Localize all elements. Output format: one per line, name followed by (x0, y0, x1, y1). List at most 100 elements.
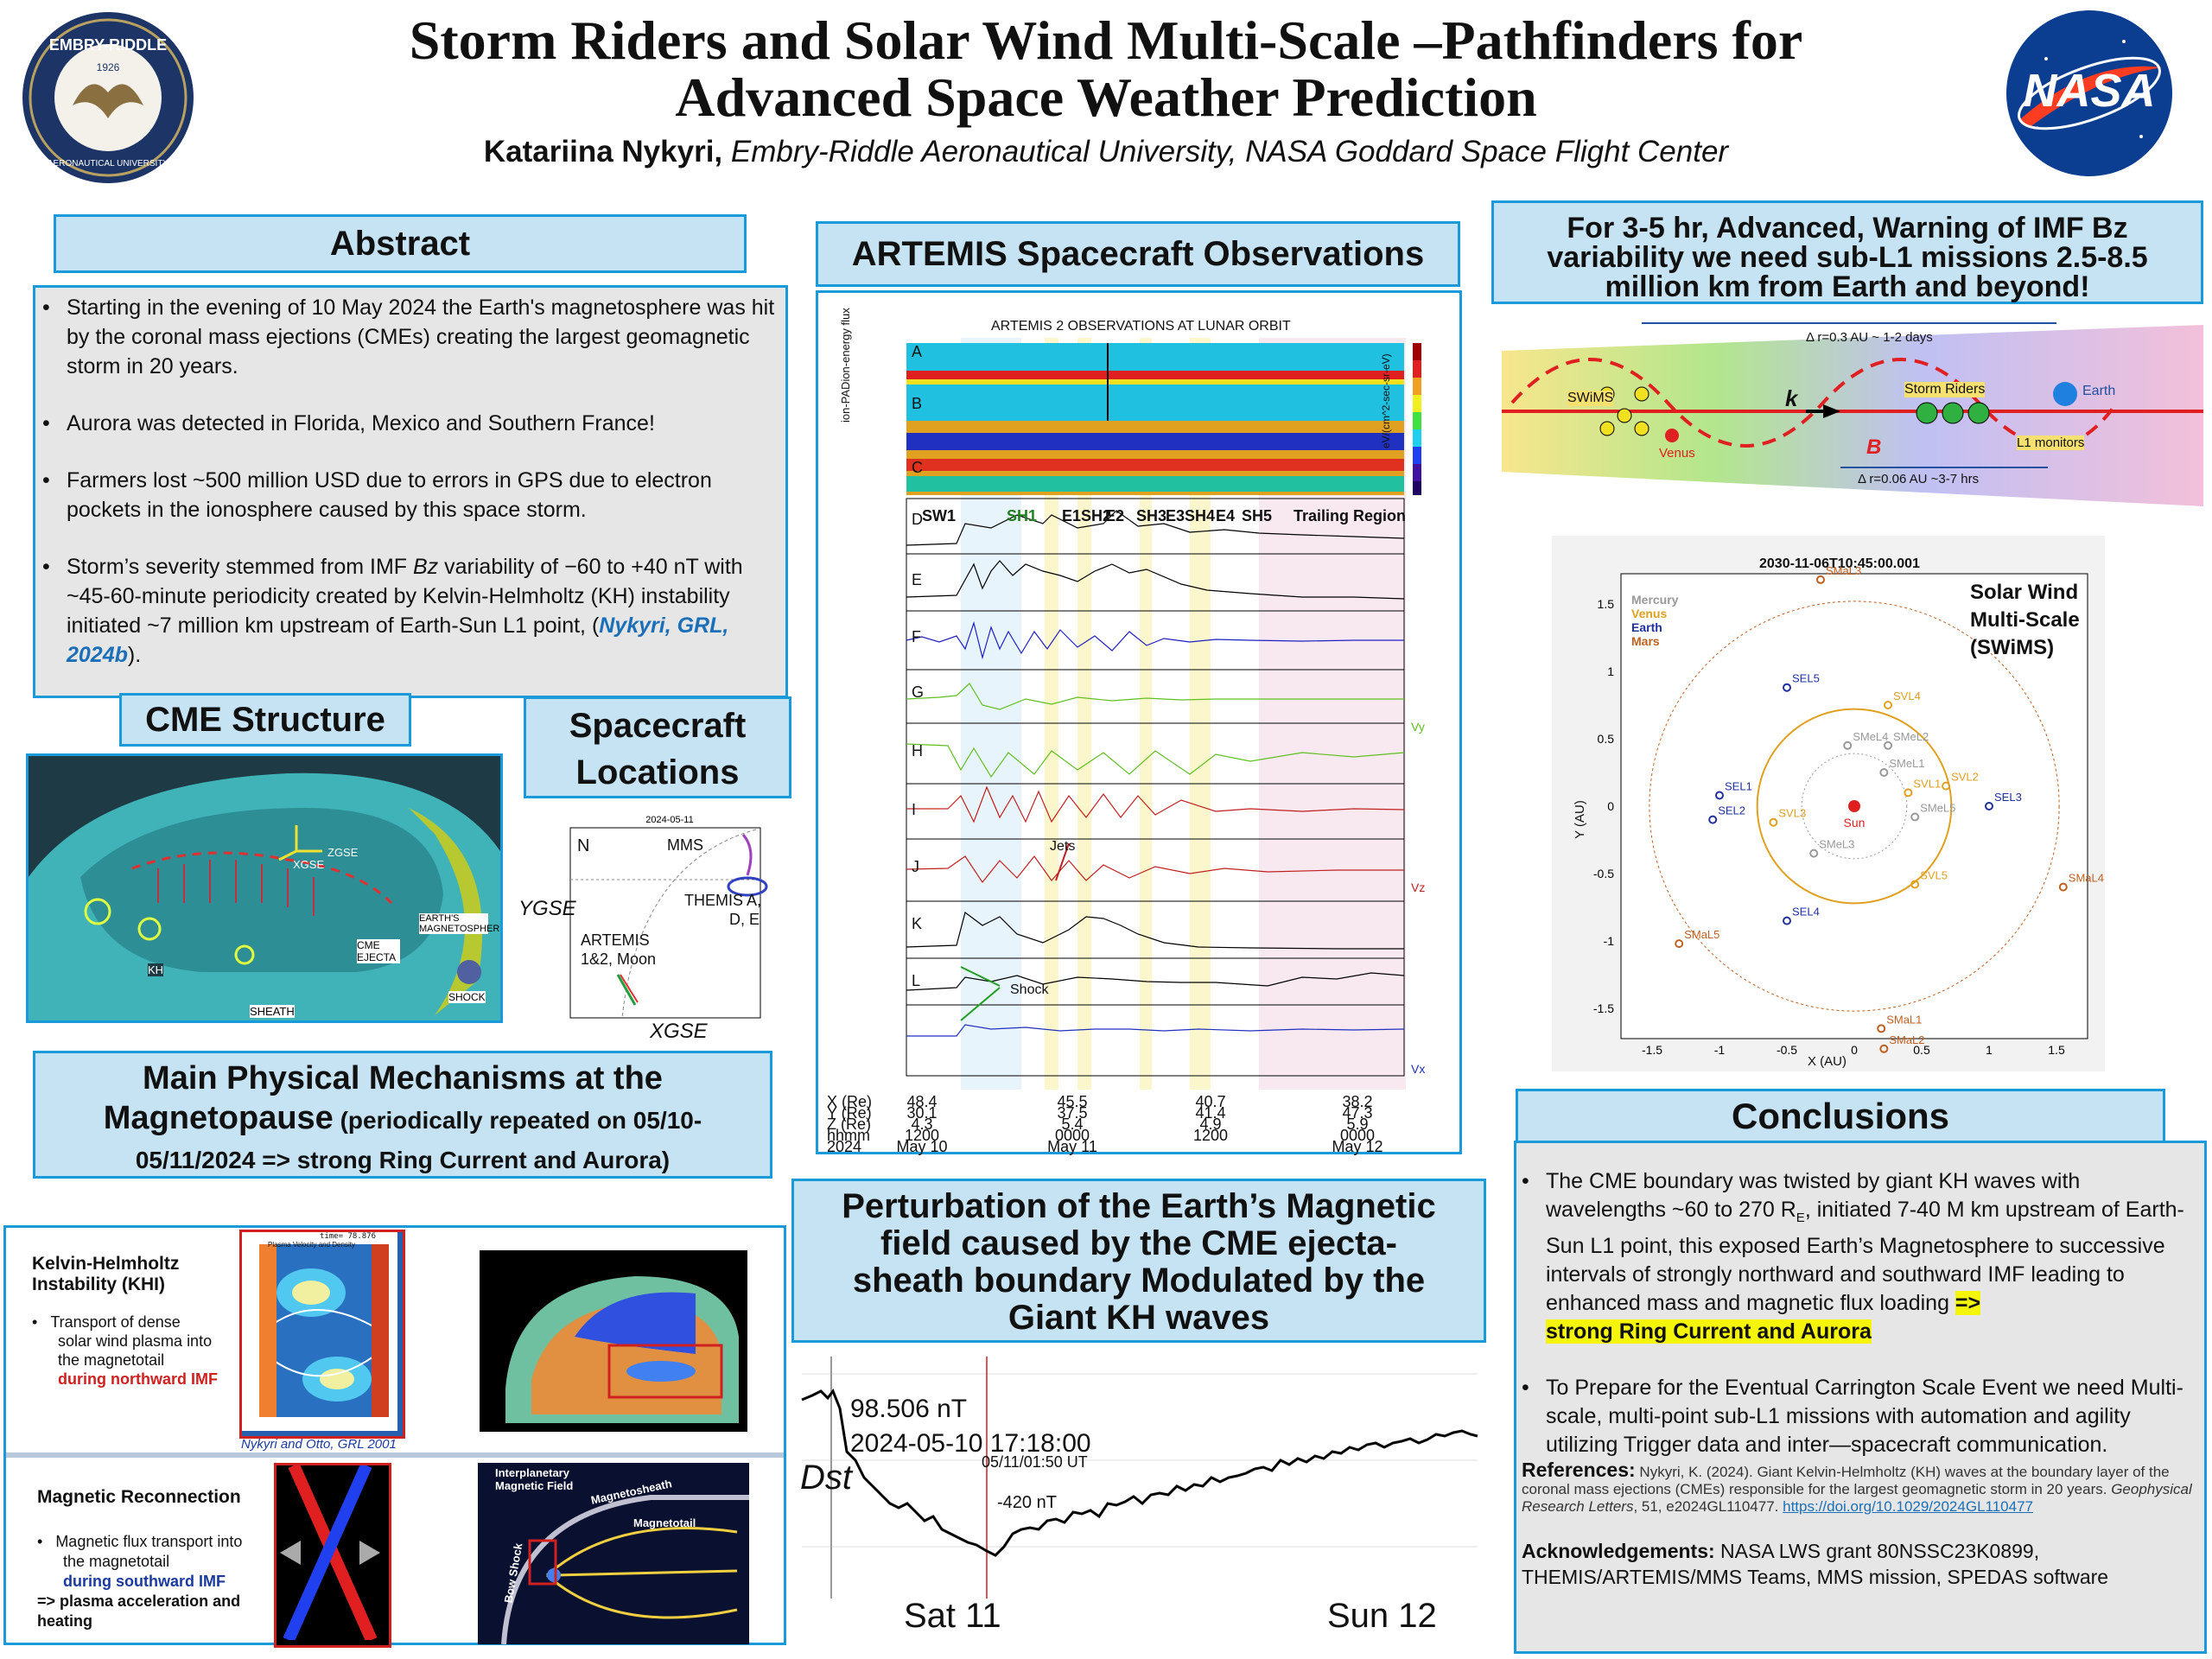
cme-structure-figure: KH SHEATH CME EJECTA EARTH'S MAGNETOSPHE… (26, 753, 503, 1023)
artemis-label-2: 1&2, Moon (581, 950, 657, 968)
reconnection-title: Magnetic Reconnection (37, 1487, 241, 1507)
conclusion-item: The CME boundary was twisted by giant KH… (1522, 1167, 2194, 1346)
reference-doi-link[interactable]: https://doi.org/10.1029/2024GL110477 (1783, 1498, 2033, 1515)
swims-plot-title: 2030-11-06T10:45:00.001 (1759, 556, 1920, 571)
delta-r-long-label: Δ r=0.3 AU ~ 1-2 days (1806, 330, 1933, 345)
swims-point (1884, 701, 1892, 709)
swims-xtick: -1 (1714, 1043, 1726, 1057)
swims-ytick: 0 (1607, 799, 1614, 813)
embry-riddle-logo: EMBRY-RIDDLE 1926 AERONAUTICAL UNIVERSIT… (21, 10, 195, 185)
dst-label: Dst (800, 1459, 852, 1497)
conclusions-heading: Conclusions (1516, 1089, 2165, 1144)
mars-orbit (1649, 601, 2060, 1012)
abstract-panel: Starting in the evening of 10 May 2024 t… (33, 285, 788, 698)
k-vector-label: k (1785, 385, 1798, 411)
sun-marker (1848, 800, 1860, 812)
swims-orbit-plot: 2030-11-06T10:45:00.001 Sun -1.5 -1 -0.5 0 0.… (1552, 536, 2105, 1071)
ygse-axis-label: YGSE (518, 897, 576, 920)
swims-point-label: SEL1 (1725, 780, 1752, 793)
khi-title: Kelvin-Helmholtz Instability (KHI) (32, 1254, 180, 1294)
cme-structure-heading: CME Structure (119, 693, 411, 747)
swims-point-label: SVL4 (1893, 690, 1921, 702)
abstract-heading: Abstract (54, 214, 747, 273)
swims-point (1985, 802, 1993, 810)
swims-xtick: 1 (1986, 1043, 1993, 1057)
swims-point (1884, 741, 1892, 750)
magnetotail-label: Magnetotail (633, 1516, 696, 1529)
poster-title: Storm Riders and Solar Wind Multi-Scale … (409, 10, 1803, 128)
swims-ylabel: Y (AU) (1572, 800, 1587, 839)
vx-annotation: Vx (1411, 1062, 1426, 1076)
kh-label: KH (148, 963, 164, 976)
themis-label: THEMIS A, (684, 892, 762, 909)
swims-point-label: SVL5 (1920, 868, 1948, 881)
conclusions-panel: The CME boundary was twisted by giant KH… (1514, 1141, 2207, 1654)
jets-annotation: Jets (1050, 839, 1076, 854)
svg-text:EMBRY-RIDDLE: EMBRY-RIDDLE (49, 36, 167, 54)
conclusion-item: To Prepare for the Eventual Carrington S… (1522, 1374, 2194, 1459)
warning-heading: For 3-5 hr, Advanced, Warning of IMF Bz … (1491, 200, 2203, 304)
abstract-item: Storm’s severity stemmed from IMF Bz var… (42, 552, 785, 670)
dst-value-readout: 98.506 nT (850, 1395, 968, 1423)
storm-riders-label: Storm Riders (1904, 382, 1986, 397)
earths-magnetosphere-label: EARTH'S MAGNETOSPHERE (419, 913, 503, 934)
swims-xlabel: X (AU) (1808, 1054, 1847, 1069)
swims-point-label: SEL3 (1994, 791, 2022, 804)
artemis-plot-title: ARTEMIS 2 OBSERVATIONS AT LUNAR ORBIT (991, 319, 1291, 334)
b-field-label: B (1866, 435, 1882, 459)
zgse-label: ZGSE (327, 846, 359, 859)
swims-point (1783, 683, 1791, 692)
dst-xlabel-sat: Sat 11 (904, 1597, 1001, 1635)
swims-xtick: 0 (1851, 1043, 1858, 1057)
spacecraft-locations-heading: Spacecraft Locations (524, 696, 791, 798)
swims-point (1809, 849, 1819, 858)
swims-ytick: -1 (1604, 934, 1615, 948)
mechanisms-heading: Main Physical Mechanisms at the Magnetop… (33, 1051, 772, 1179)
swims-point (1879, 1044, 1889, 1053)
perturbation-heading: Perturbation of the Earth’s Magnetic fie… (791, 1179, 1486, 1343)
abstract-reference-link[interactable]: Nykyri, GRL, 2024b (67, 613, 729, 667)
swims-point (1783, 916, 1791, 925)
north-label: N (577, 836, 590, 855)
venus-label: Venus (1659, 446, 1695, 461)
venus-orbit (1756, 708, 1953, 905)
swims-point (1910, 880, 1920, 889)
swims-side-label: Solar Wind Multi-Scale (SWiMS) (1970, 581, 2080, 659)
nasa-logo: NASA (2003, 7, 2176, 180)
swims-point-label: SEL2 (1718, 804, 1745, 817)
dst-min-label: -420 nT (997, 1493, 1057, 1512)
sub-l1-diagram: Δ r=0.3 AU ~ 1-2 days Δ r=0.06 AU ~3-7 h… (1495, 308, 2212, 524)
khi-simulation-figure: time= 78.876 Plasma Velocity and Density (239, 1230, 405, 1439)
dst-plot: 98.506 nT 2024-05-10 17:18:00 Dst 05/11/… (795, 1357, 1486, 1650)
swims-point (1675, 939, 1684, 949)
swims-point-label: SMeL1 (1889, 757, 1924, 770)
dst-marker-time: 05/11/01:50 UT (982, 1453, 1088, 1471)
sheath-label: SHEATH (250, 1005, 295, 1018)
swims-point-label: SMaL4 (2069, 872, 2104, 885)
artemis-label: ARTEMIS (581, 931, 650, 949)
artemis-panel-letters: A B C D E F G H I J K L (912, 343, 925, 989)
khi-text: • Transport of dense solar wind plasma i… (32, 1313, 218, 1388)
swims-xtick: -1.5 (1642, 1043, 1662, 1057)
swims-ytick: 1.5 (1598, 597, 1615, 611)
references: References: Nykyri, K. (2024). Giant Kel… (1522, 1459, 2192, 1516)
imf-label: Interplanetary Magnetic Field (495, 1466, 574, 1492)
reconnection-text: • Magnetic flux transport into the magne… (37, 1533, 243, 1630)
swims-point-label: SEL4 (1792, 906, 1820, 918)
svg-text:2024-05-11: 2024-05-11 (645, 815, 693, 825)
swims-point-label: SMeL2 (1893, 730, 1929, 743)
abstract-item: Farmers lost ~500 million USD due to err… (42, 466, 785, 524)
svg-text:1926: 1926 (97, 61, 120, 73)
swims-point (1708, 815, 1718, 824)
khi-time-readout: time= 78.876 (320, 1232, 377, 1241)
xgse-label: XGSE (293, 858, 325, 871)
swims-point (1843, 741, 1853, 750)
mms-label: MMS (667, 836, 703, 854)
reconnection-figure (274, 1463, 391, 1648)
swims-point-label: SMeL4 (1853, 730, 1888, 743)
artemis-ylabel-flux: ion-PADion-energy flux (839, 308, 852, 423)
swims-label: SWiMS (1567, 391, 1614, 406)
abstract-item: Starting in the evening of 10 May 2024 t… (42, 293, 785, 381)
earth-label: Earth (2082, 384, 2116, 398)
dst-xlabel-sun: Sun 12 (1327, 1597, 1437, 1635)
